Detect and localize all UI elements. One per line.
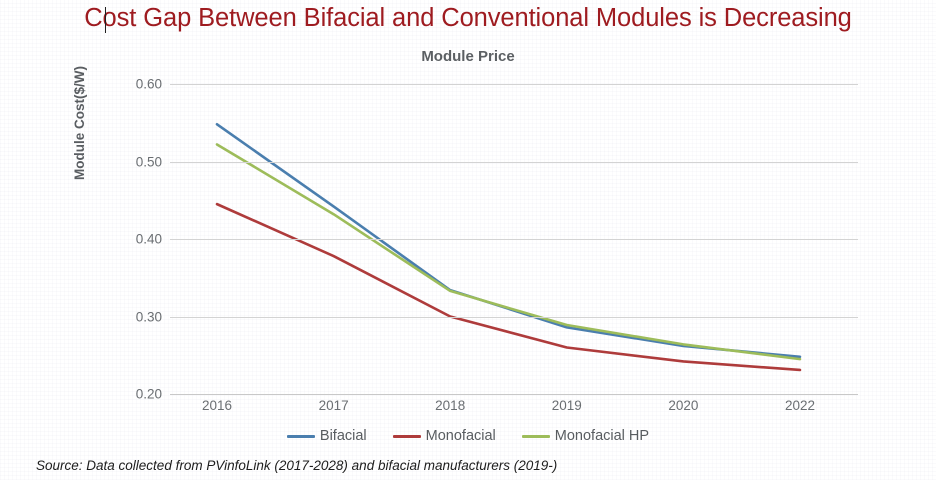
plot-area (170, 84, 858, 395)
x-axis-tick-label: 2017 (318, 398, 349, 413)
series-line (215, 122, 802, 359)
legend-line-icon (392, 434, 421, 438)
y-axis-tick-label: 0.60 (135, 76, 162, 92)
x-axis-tick-label: 2020 (668, 398, 699, 413)
gridline (170, 84, 858, 85)
legend-label: Monofacial (425, 428, 496, 444)
series-lines (215, 122, 802, 372)
text-cursor-caret (105, 7, 107, 33)
slide-title-text: Cost Gap Between Bifacial and Convention… (84, 4, 852, 32)
slide-title-bar: Cost Gap Between Bifacial and Convention… (0, 4, 936, 33)
x-axis-tick-label: 2019 (551, 398, 582, 413)
legend-line-icon (286, 434, 315, 438)
legend-item[interactable]: Bifacial (286, 428, 367, 444)
gridline (170, 394, 858, 395)
legend-item[interactable]: Monofacial HP (521, 428, 650, 444)
x-axis-tick-label: 2016 (201, 398, 233, 413)
y-axis-tick-label: 0.20 (135, 386, 162, 402)
y-axis-tick-labels: 0.60 0.50 0.40 0.30 0.20 (100, 77, 162, 402)
y-axis-tick-label: 0.30 (135, 309, 162, 324)
series-line (215, 202, 802, 372)
source-note: Source: Data collected from PVinfoLink (… (36, 458, 558, 473)
x-axis-tick-labels: 2016 2017 2018 2019 2020 2022 (170, 398, 858, 420)
legend-item[interactable]: Monofacial (392, 428, 496, 444)
y-axis-tick-label: 0.40 (135, 231, 162, 247)
series-line (215, 143, 802, 361)
gridline (170, 161, 858, 163)
gridline (170, 239, 858, 240)
legend-line-icon (521, 434, 550, 438)
y-axis-tick-label: 0.50 (135, 154, 162, 169)
legend-label: Monofacial HP (554, 428, 650, 444)
y-axis-title: Module Cost($/W) (72, 66, 87, 180)
legend-label: Bifacial (319, 428, 367, 444)
chart-legend[interactable]: Bifacial Monofacial Monofacial HP (0, 428, 936, 444)
x-axis-tick-label: 2018 (435, 398, 466, 413)
page-title[interactable]: Cost Gap Between Bifacial and Convention… (84, 4, 852, 33)
x-axis-tick-label: 2022 (784, 398, 816, 413)
chart-title: Module Price (421, 48, 515, 65)
gridline (170, 316, 858, 318)
